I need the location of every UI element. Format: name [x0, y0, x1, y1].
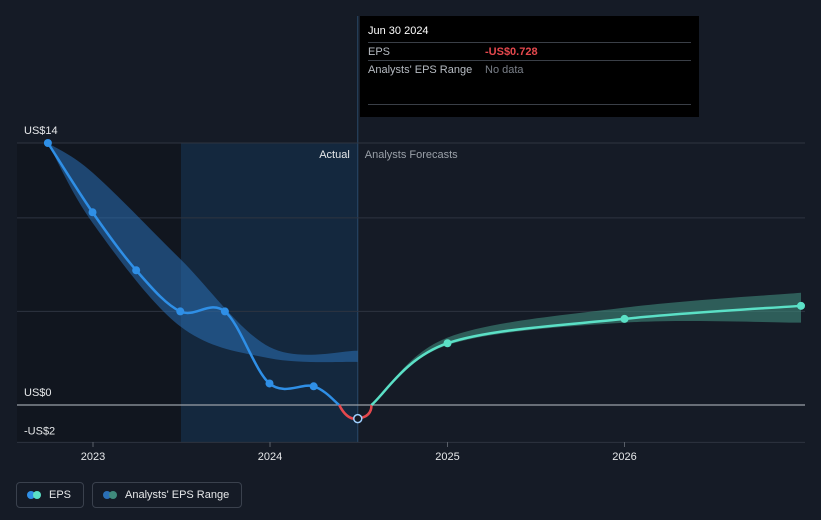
tooltip-eps-value: -US$0.728: [485, 45, 538, 58]
tooltip-divider: [368, 104, 691, 105]
tooltip-range-value: No data: [485, 63, 524, 76]
x-axis-label: 2023: [81, 451, 105, 463]
legend: EPS Analysts' EPS Range: [16, 482, 243, 508]
eps-forecast-line: [370, 304, 802, 406]
tooltip-eps-row: EPS -US$0.728: [368, 42, 691, 60]
eps-range-band-historical: [47, 143, 358, 363]
eps-range-band-forecast: [372, 292, 801, 405]
y-axis-label: US$0: [24, 387, 52, 399]
x-axis-label: 2025: [435, 451, 459, 463]
eps-point: [265, 379, 274, 388]
eps-point: [176, 307, 185, 316]
tooltip-eps-label: EPS: [368, 45, 391, 58]
eps-legend-icon: [27, 491, 43, 499]
eps-point: [132, 266, 141, 275]
actual-label: Actual: [319, 149, 350, 161]
eps-point: [309, 382, 318, 391]
legend-item-eps[interactable]: EPS: [16, 482, 85, 508]
tooltip-range-label: Analysts' EPS Range: [368, 63, 473, 76]
eps-point: [220, 307, 229, 316]
tooltip-range-row: Analysts' EPS Range No data: [368, 60, 691, 78]
y-axis-label: US$14: [24, 125, 58, 137]
legend-item-range[interactable]: Analysts' EPS Range: [92, 482, 243, 508]
tooltip: Jun 30 2024 EPS -US$0.728 Analysts' EPS …: [360, 16, 699, 117]
x-axis-label: 2026: [612, 451, 636, 463]
eps-highlight-point: [353, 413, 363, 424]
tooltip-date: Jun 30 2024: [368, 25, 429, 37]
eps-forecast-point: [797, 301, 805, 310]
x-axis-label: 2024: [258, 451, 282, 463]
eps-forecast-point: [620, 314, 629, 323]
forecast-label: Analysts Forecasts: [365, 149, 458, 161]
range-legend-icon: [103, 491, 119, 499]
eps-forecast-point: [443, 339, 452, 348]
eps-point: [43, 139, 52, 147]
legend-eps-label: EPS: [49, 489, 72, 501]
y-axis-label: -US$2: [24, 425, 55, 437]
legend-range-label: Analysts' EPS Range: [125, 489, 230, 501]
eps-point: [88, 208, 97, 217]
